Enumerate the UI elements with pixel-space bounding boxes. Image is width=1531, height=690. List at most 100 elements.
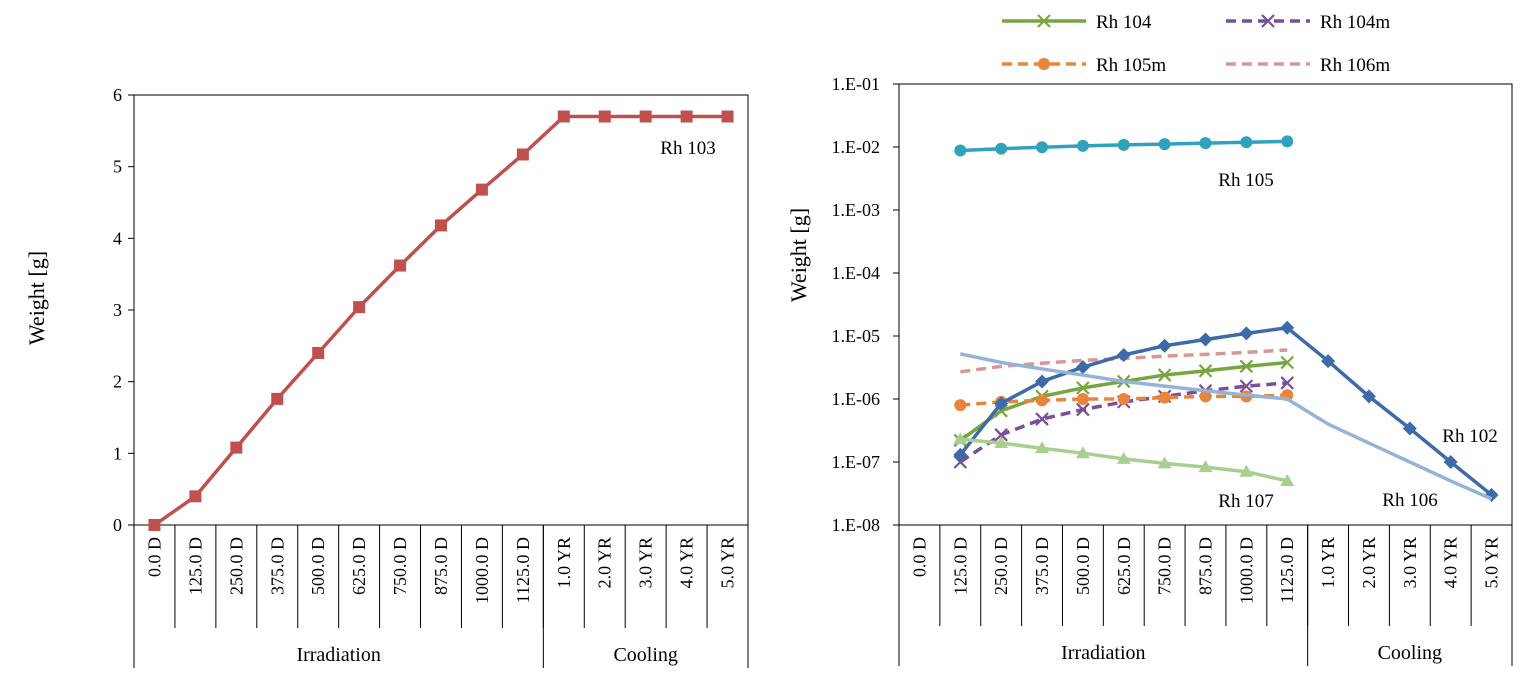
left-y-tick-label: 2 xyxy=(113,372,122,392)
right-x-tick-label: 1000.0 D xyxy=(1236,537,1256,604)
right-series-rh102-point xyxy=(1075,360,1090,375)
left-series-rh103-point xyxy=(271,392,284,405)
right-series-rh107-point xyxy=(994,436,1009,449)
right-series-rh107-point xyxy=(1035,441,1050,454)
right-series-rh105m-point xyxy=(1117,393,1130,405)
right-series-rh105m-point xyxy=(1199,390,1212,403)
legend-rh104m-marker xyxy=(1261,14,1275,28)
right-y-tick-label: 1.E-07 xyxy=(832,452,881,472)
left-y-tick-label: 1 xyxy=(113,443,122,463)
right-series-rh104m-point xyxy=(1076,402,1090,417)
left-series-rh103-point xyxy=(312,347,325,359)
right-series-rh105-point xyxy=(1199,137,1212,150)
left-series-rh103-point xyxy=(516,148,529,161)
right-x-tick-label: 5.0 YR xyxy=(1482,537,1502,588)
left-x-tick-label: 5.0 YR xyxy=(718,537,738,588)
legend-rh105m-label: Rh 105m xyxy=(1096,55,1166,76)
right-series-rh102-line xyxy=(958,326,1493,497)
chart-rhodium-isotopes: Weight [g] 1.E-08 1.E-07 1.E-06 1.E-05 1.E-0… xyxy=(786,12,1513,666)
left-y-tick-label: 3 xyxy=(113,300,122,320)
right-y-tick-label: 1.E-01 xyxy=(832,74,881,94)
left-x-tick-label: 0.0 D xyxy=(144,537,164,577)
right-series-rh104m-point xyxy=(994,428,1008,442)
legend-rh104-label: Rh 104 xyxy=(1096,12,1152,33)
right-x-group-label: Cooling xyxy=(1378,642,1442,664)
right-series-rh107-point xyxy=(953,432,968,445)
right-x-tick-label: 125.0 D xyxy=(950,537,970,595)
right-series-rh107-point xyxy=(1198,460,1213,473)
right-x-tick-label: 4.0 YR xyxy=(1441,537,1461,588)
right-x-tick-label: 250.0 D xyxy=(991,537,1011,595)
right-series-rh104m-point xyxy=(1239,379,1254,393)
right-series-rh102-point xyxy=(1157,338,1172,353)
right-x-tick-label: 375.0 D xyxy=(1032,537,1052,595)
right-series-rh105m-point xyxy=(954,399,967,412)
right-series-rh104-point xyxy=(1198,364,1213,378)
left-x-group-label: Irradiation xyxy=(296,644,380,666)
left-series-rh103-point xyxy=(230,441,243,454)
left-series-rh103-point xyxy=(189,490,202,503)
right-series-rh102-point xyxy=(1116,347,1131,362)
right-series-rh102-point xyxy=(1239,326,1254,341)
left-y-tick-label: 0 xyxy=(113,515,122,535)
right-x-tick-label: 3.0 YR xyxy=(1400,537,1420,588)
right-series-rh104m-point xyxy=(1280,376,1295,390)
right-series-rh105m-point xyxy=(1036,394,1049,407)
left-series-rh103-point xyxy=(557,110,570,123)
right-y-tick-label: 1.E-03 xyxy=(832,200,881,220)
right-y-tick-label: 1.E-06 xyxy=(832,389,881,409)
right-series-rh102-point xyxy=(1035,374,1050,389)
left-series-rh103-point xyxy=(148,519,161,531)
left-x-tick-label: 1000.0 D xyxy=(472,537,492,604)
right-series-rh102-point xyxy=(1198,332,1213,347)
left-y-tick-label: 6 xyxy=(113,85,122,105)
left-x-tick-label: 250.0 D xyxy=(226,537,246,595)
left-y-axis-label: Weight [g] xyxy=(24,251,49,345)
right-annotation-rh105: Rh 105 xyxy=(1218,170,1273,191)
right-series-rh106-line xyxy=(959,352,1493,501)
right-series-rh104-point xyxy=(1157,368,1172,382)
left-x-tick-label: 1125.0 D xyxy=(513,537,533,603)
legend-rh105m-marker xyxy=(1038,58,1050,70)
left-x-tick-label: 625.0 D xyxy=(349,537,369,595)
left-y-tick-label: 5 xyxy=(113,157,122,177)
right-annotation-rh106: Rh 106 xyxy=(1382,490,1437,511)
right-y-tick-label: 1.E-05 xyxy=(832,326,881,346)
right-series-rh105-point xyxy=(954,144,967,157)
left-series-rh103-point xyxy=(721,110,734,123)
left-x-group-label: Cooling xyxy=(613,644,677,666)
right-y-axis-label: Weight [g] xyxy=(786,208,811,302)
left-y-tick-label: 4 xyxy=(113,228,122,248)
right-plot-frame xyxy=(898,83,1513,526)
left-series-rh103-point xyxy=(435,219,447,232)
legend-rh106m-label: Rh 106m xyxy=(1320,55,1390,76)
right-series-rh105m-point xyxy=(1158,391,1171,404)
right-annotation-rh107: Rh 107 xyxy=(1218,491,1273,512)
right-series-rh105-point xyxy=(1240,136,1253,149)
right-series-rh104-point xyxy=(1076,381,1090,395)
right-y-tick-label: 1.E-08 xyxy=(832,515,881,535)
right-y-tick-label: 1.E-02 xyxy=(832,137,881,157)
left-series-rh103-point xyxy=(394,259,407,272)
right-x-tick-label: 1.0 YR xyxy=(1318,537,1338,588)
left-x-tick-label: 375.0 D xyxy=(267,537,287,595)
left-x-tick-label: 3.0 YR xyxy=(636,537,656,588)
right-y-tick-label: 1.E-04 xyxy=(832,263,881,283)
right-x-tick-label: 1125.0 D xyxy=(1277,537,1297,603)
legend-rh104m-label: Rh 104m xyxy=(1320,12,1390,33)
right-series-rh102-point xyxy=(953,447,968,462)
right-series-rh102-point xyxy=(994,396,1009,411)
left-series-rh103-point xyxy=(598,110,611,123)
right-series-rh104-point xyxy=(1280,355,1295,370)
left-x-tick-label: 750.0 D xyxy=(390,537,410,595)
right-x-tick-label: 625.0 D xyxy=(1114,537,1134,595)
right-series-rh105-point xyxy=(1117,138,1130,151)
right-series-rh104m-point xyxy=(1035,412,1049,426)
right-series-rh104-point xyxy=(1239,359,1254,374)
right-series-rh105-point xyxy=(1158,138,1171,151)
left-x-tick-label: 500.0 D xyxy=(308,537,328,595)
right-series-rh102-point xyxy=(1402,421,1417,436)
right-series-rh107-point xyxy=(1280,473,1295,486)
chart-rh103: Weight [g] 0 1 2 3 4 5 6 0.0 D 125.0 D 250.0 D 375… xyxy=(24,85,749,668)
